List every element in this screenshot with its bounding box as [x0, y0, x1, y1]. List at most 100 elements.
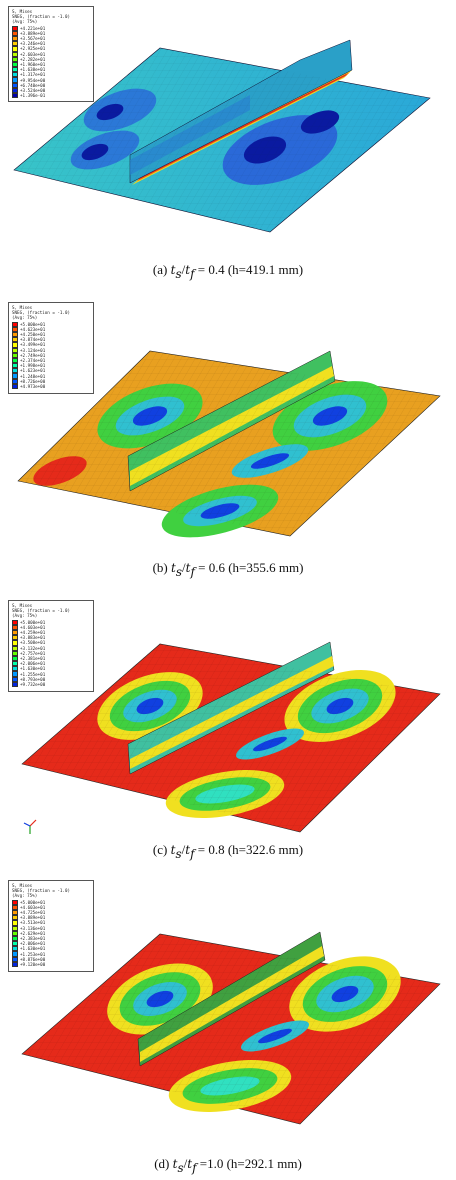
legend-swatch — [12, 77, 18, 83]
legend-swatch — [12, 373, 18, 379]
legend-swatches-b — [12, 321, 18, 390]
legend-value: +1.638e+01 — [20, 67, 46, 73]
legend-value: +5.000e+01 — [20, 899, 46, 905]
legend-d: S, Mises SNEG, (fraction = -1.0) (Avg: 7… — [8, 880, 94, 972]
legend-swatch — [12, 35, 18, 42]
legend-value: +1.396e-01 — [20, 93, 46, 99]
legend-swatch — [12, 961, 18, 968]
legend-value: +2.749e+01 — [20, 352, 46, 358]
legend-value: +2.383e+01 — [20, 936, 46, 942]
legend-swatch — [12, 337, 18, 343]
legend-swatch — [12, 25, 18, 31]
legend-swatch — [12, 935, 18, 942]
legend-swatch — [12, 619, 18, 625]
caption-value-a: = 0.4 (h=419.1 mm) — [197, 262, 304, 277]
legend-value: +3.874e+01 — [20, 337, 46, 343]
legend-value: +9.954e+00 — [20, 77, 46, 83]
legend-swatch — [12, 676, 18, 682]
legend-swatch — [12, 915, 18, 921]
legend-swatch — [12, 904, 18, 910]
panel-d: S, Mises SNEG, (fraction = -1.0) (Avg: 7… — [0, 874, 456, 1175]
panel-c: S, Mises SNEG, (fraction = -1.0) (Avg: 7… — [0, 594, 456, 874]
legend-value: +2.925e+01 — [20, 46, 46, 52]
legend-c: S, Mises SNEG, (fraction = -1.0) (Avg: 7… — [8, 600, 94, 692]
legend-swatch — [12, 41, 18, 47]
legend-swatch — [12, 331, 18, 338]
axis-triad-icon — [23, 819, 37, 834]
legend-header-c2: (Avg: 75%) — [12, 613, 38, 619]
legend-value: +3.883e+01 — [20, 635, 46, 641]
legend-header-d2: (Avg: 75%) — [12, 893, 38, 899]
legend-swatch — [12, 363, 18, 369]
legend-header-b1: SNEG, (fraction = -1.0) — [12, 310, 70, 316]
caption-c: (c) ts/tf = 0.8 (h=322.6 mm) — [152, 842, 304, 861]
legend-swatch — [12, 946, 18, 952]
panel-b: S, Mises SNEG, (fraction = -1.0) (Avg: 7… — [0, 296, 456, 586]
legend-value: +6.740e+00 — [20, 82, 46, 88]
legend-value: +8.726e+00 — [20, 378, 46, 384]
caption-value-b: = 0.6 (h=355.6 mm) — [198, 560, 304, 575]
caption-value-d: =1.0 (h=292.1 mm) — [199, 1156, 302, 1171]
caption-prefix-a: (a) — [152, 262, 168, 277]
legend-swatch — [12, 378, 18, 384]
legend-swatch — [12, 321, 18, 327]
legend-value: +2.006e+01 — [20, 661, 46, 667]
legend-swatches-c — [12, 619, 18, 688]
legend-value: +1.248e+01 — [20, 373, 46, 379]
legend-value: +4.973e+00 — [20, 384, 46, 390]
legend-values-d: +5.000e+01 +4.603e+01 +4.725e+01 +3.889e+01… — [20, 900, 45, 968]
legend-value: +4.221e+01 — [20, 25, 46, 31]
legend-swatch — [12, 640, 18, 646]
legend-swatch — [12, 368, 18, 374]
legend-swatch — [12, 46, 18, 52]
legend-value: +1.255e+01 — [20, 671, 46, 677]
legend-swatches-a — [12, 25, 18, 99]
legend-value: +2.374e+01 — [20, 358, 46, 364]
legend-swatch — [12, 30, 18, 36]
legend-value: +3.524e+00 — [20, 88, 46, 94]
legend-swatch — [12, 67, 18, 73]
legend-value: +9.120e+00 — [20, 962, 46, 968]
legend-value: +4.725e+01 — [20, 910, 46, 916]
legend-header-a2: (Avg: 75%) — [12, 19, 38, 25]
panel-a: S, Mises SNEG, (fraction = -1.0) (Avg: 7… — [0, 0, 456, 290]
legend-swatch — [12, 920, 18, 926]
legend-header-d0: S, Mises — [12, 883, 33, 888]
legend-value: +3.889e+01 — [20, 915, 46, 921]
legend-value: +3.513e+01 — [20, 920, 46, 926]
contour-plot-c — [0, 594, 456, 839]
legend-value: +2.381e+01 — [20, 656, 46, 662]
legend-swatch — [12, 899, 18, 905]
legend-swatch — [12, 956, 18, 962]
legend-value: +4.603e+01 — [20, 624, 46, 630]
legend-value: +1.960e+01 — [20, 62, 46, 68]
legend-value: +2.629e+01 — [20, 930, 46, 936]
legend-swatch — [12, 629, 18, 636]
legend-b: S, Mises SNEG, (fraction = -1.0) (Avg: 7… — [8, 302, 94, 394]
caption-d: (d) ts/tf =1.0 (h=292.1 mm) — [154, 1156, 302, 1175]
legend-value: +1.630e+01 — [20, 666, 46, 672]
legend-header-a0: S, Mises — [12, 9, 33, 14]
legend-value: +3.246e+01 — [20, 41, 46, 47]
legend-swatch — [12, 383, 18, 390]
legend-value: +8.793e+00 — [20, 676, 46, 682]
legend-swatch — [12, 635, 18, 641]
caption-value-c: = 0.8 (h=322.6 mm) — [197, 842, 304, 857]
legend-value: +1.253e+01 — [20, 951, 46, 957]
legend-swatch — [12, 681, 18, 688]
legend-value: +8.876e+00 — [20, 956, 46, 962]
legend-header-a1: SNEG, (fraction = -1.0) — [12, 14, 70, 20]
caption-prefix-b: (b) — [152, 560, 168, 575]
legend-value: +2.006e+01 — [20, 941, 46, 947]
legend-swatch — [12, 671, 18, 677]
legend-values-b: +5.000e+01 +4.623e+01 +4.250e+01 +3.874e+01… — [20, 322, 45, 390]
legend-value: +2.282e+01 — [20, 56, 46, 62]
legend-swatch — [12, 347, 18, 353]
legend-value: +3.567e+01 — [20, 36, 46, 42]
legend-swatch — [12, 342, 18, 348]
contour-plot-d — [0, 874, 456, 1134]
legend-swatch — [12, 925, 18, 931]
legend-value: +3.499e+01 — [20, 342, 46, 348]
caption-a: (a) ts/tf = 0.4 (h=419.1 mm) — [152, 262, 304, 281]
legend-value: +3.124e+01 — [20, 347, 46, 353]
